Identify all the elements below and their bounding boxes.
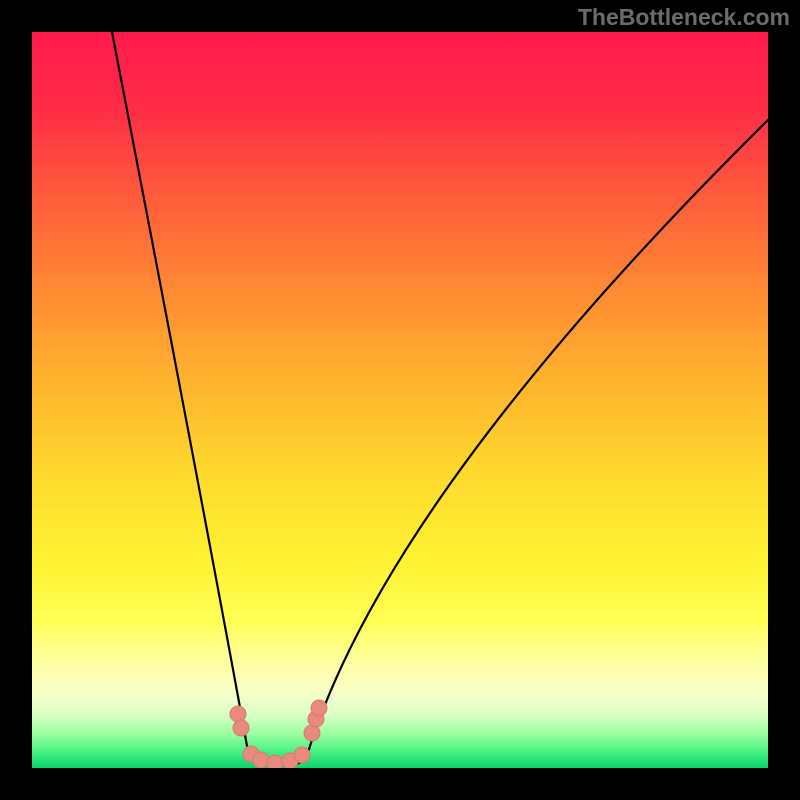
- sample-marker: [253, 752, 269, 768]
- sample-marker: [233, 720, 249, 736]
- frame-left: [0, 0, 32, 800]
- sample-marker: [304, 725, 320, 741]
- sample-marker: [294, 747, 310, 763]
- plot-area: [32, 32, 768, 768]
- sample-marker: [267, 755, 283, 768]
- frame-right: [768, 0, 800, 800]
- frame-bottom: [0, 768, 800, 800]
- gradient-background: [32, 32, 768, 768]
- bottleneck-chart: [32, 32, 768, 768]
- watermark-text: TheBottleneck.com: [578, 4, 790, 31]
- sample-marker: [311, 700, 327, 716]
- sample-marker: [230, 706, 246, 722]
